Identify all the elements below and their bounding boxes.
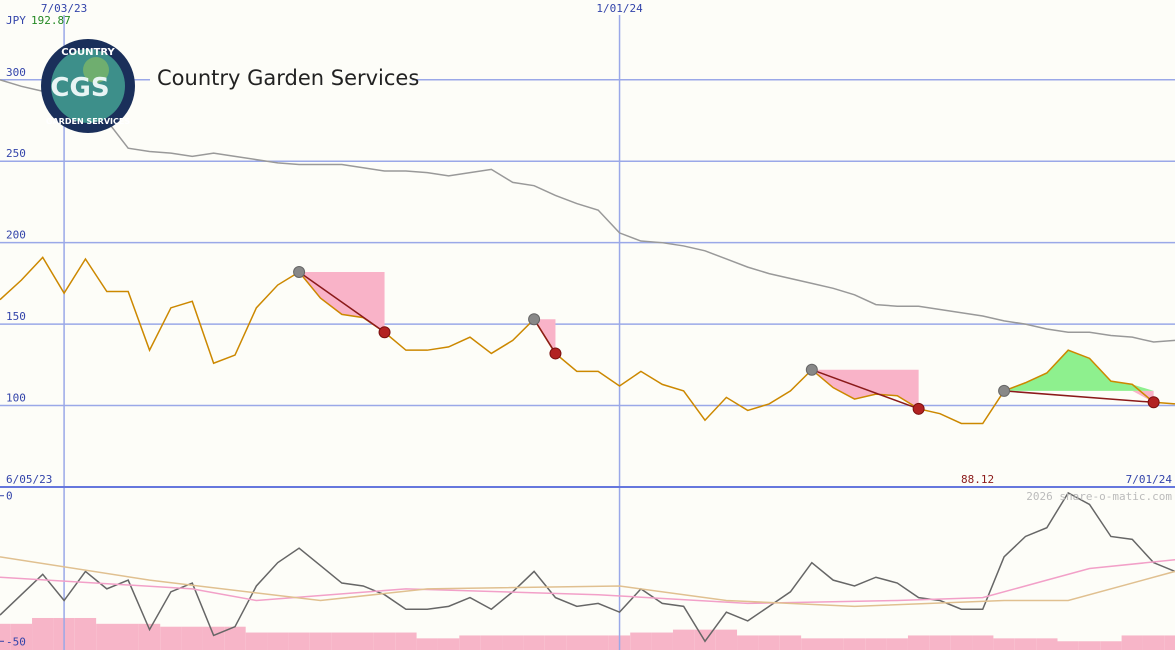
exit-marker	[1147, 396, 1160, 409]
exit-marker	[378, 326, 391, 339]
volume-bar	[96, 623, 118, 650]
y-tick-label: 250	[6, 147, 26, 160]
volume-bar	[331, 632, 353, 650]
volume-bar	[74, 617, 97, 650]
volume-bar	[202, 626, 225, 650]
volume-bar	[437, 638, 460, 650]
volume-bar	[587, 635, 609, 650]
y-tick-label: 100	[6, 392, 26, 405]
volume-bar	[972, 635, 994, 650]
logo-bottom: GARDEN SERVICES	[46, 117, 130, 126]
volume-bar	[758, 635, 780, 650]
chart-title: Country Garden Services	[157, 66, 419, 90]
volume-bar	[929, 635, 951, 650]
signal-line	[298, 271, 385, 333]
volume-bar	[395, 632, 417, 650]
volume-bar	[160, 626, 182, 650]
volume-bar	[1100, 641, 1122, 650]
high-value: 192.87	[31, 14, 71, 27]
volume-bar	[373, 632, 396, 650]
volume-bar	[288, 632, 310, 650]
exit-marker	[912, 402, 925, 415]
signal-line	[811, 369, 919, 410]
volume-bar	[566, 635, 588, 650]
logo-initials: CGS	[50, 73, 109, 103]
oscillator-line	[0, 559, 1175, 605]
entry-marker	[805, 363, 818, 376]
volume-bar	[950, 635, 973, 650]
signal-line	[1004, 390, 1154, 404]
volume-bar	[352, 632, 374, 650]
volume-bar	[694, 629, 716, 650]
volume-bar	[1036, 638, 1058, 650]
y-tick-label: 200	[6, 229, 26, 242]
logo-tree	[83, 57, 109, 83]
entry-marker	[528, 313, 541, 326]
oscillator-line	[0, 556, 1175, 608]
volume-bar	[886, 638, 908, 650]
volume-bar	[267, 632, 289, 650]
end-date: 7/01/24	[1126, 473, 1173, 486]
y-tick-label: 300	[6, 66, 26, 79]
volume-bar	[416, 638, 438, 650]
volume-bar	[10, 623, 33, 650]
volume-bar	[801, 638, 823, 650]
volume-bar	[1078, 641, 1101, 650]
volume-bar	[737, 635, 759, 650]
volume-bar	[181, 626, 203, 650]
entry-marker	[998, 384, 1011, 397]
volume-bar	[245, 632, 268, 650]
volume-bar	[651, 632, 673, 650]
volume-bar	[544, 635, 567, 650]
volume-bar	[502, 635, 524, 650]
currency: JPY	[6, 14, 26, 27]
volume-bar	[779, 635, 802, 650]
volume-bar	[309, 632, 332, 650]
volume-bar	[1142, 635, 1165, 650]
volume-bar	[865, 638, 887, 650]
volume-bar	[138, 623, 161, 650]
start-date: 6/05/23	[6, 473, 52, 486]
volume-bar	[1057, 641, 1079, 650]
volume-bar	[715, 629, 738, 650]
volume-bar	[843, 638, 866, 650]
x-tick-label: 1/01/24	[596, 2, 643, 15]
volume-bar	[630, 632, 652, 650]
volume-bar	[1014, 638, 1037, 650]
volume-bar	[0, 623, 11, 650]
average-line	[0, 79, 1175, 343]
exit-marker	[549, 347, 562, 360]
y-tick-label: 0	[6, 490, 13, 503]
volume-bar	[32, 617, 54, 650]
volume-bar	[480, 635, 503, 650]
volume-bar	[459, 635, 481, 650]
credit: 2026 share-o-matic.com	[1026, 490, 1172, 503]
x-tick-label: 7/03/23	[41, 2, 87, 15]
volume-bar	[1164, 635, 1175, 650]
volume-bar	[822, 638, 844, 650]
signal-line	[533, 318, 557, 354]
oscillator-line	[0, 491, 1175, 643]
price-line	[0, 256, 1175, 425]
low-value: 88.12	[961, 473, 994, 486]
gain-area	[1004, 350, 1154, 391]
volume-bar	[1121, 635, 1143, 650]
volume-bar	[523, 635, 545, 650]
volume-bar	[907, 635, 930, 650]
y-tick-label: -50	[6, 635, 26, 648]
volume-bar	[993, 638, 1015, 650]
logo: COUNTRY CGS GARDEN SERVICES	[41, 39, 135, 133]
logo-top: COUNTRY	[61, 47, 115, 58]
entry-marker	[293, 266, 306, 279]
volume-bar	[224, 626, 246, 650]
volume-bar	[672, 629, 695, 650]
title-bg	[150, 64, 412, 94]
loss-area	[1004, 390, 1154, 403]
y-tick-label: 150	[6, 310, 26, 323]
volume-bar	[117, 623, 139, 650]
